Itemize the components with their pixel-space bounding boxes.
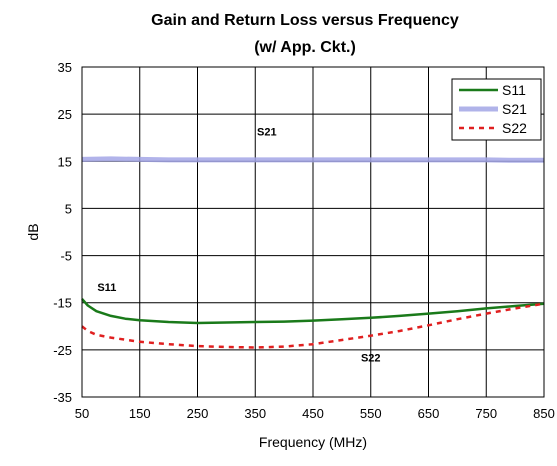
- y-tick-label: 35: [58, 60, 72, 75]
- y-tick-label: -5: [60, 249, 72, 264]
- legend-label-s11: S11: [502, 82, 526, 98]
- annotation-s22: S22: [361, 353, 381, 365]
- x-tick-label: 50: [75, 406, 89, 421]
- x-tick-label: 450: [302, 406, 324, 421]
- y-tick-label: -25: [53, 343, 72, 358]
- y-tick-label: 25: [58, 107, 72, 122]
- x-tick-label: 750: [475, 406, 497, 421]
- y-tick-label: 5: [65, 201, 72, 216]
- series-line-s22: [81, 302, 545, 349]
- legend-label-s22: S22: [502, 120, 527, 136]
- annotation-s21: S21: [257, 126, 277, 138]
- x-tick-label: 850: [533, 406, 555, 421]
- series-layer: [81, 156, 545, 349]
- x-tick-label: 250: [187, 406, 209, 421]
- x-axis-label: Frequency (MHz): [259, 434, 367, 450]
- x-tick-label: 650: [418, 406, 440, 421]
- chart-subtitle: (w/ App. Ckt.): [254, 39, 356, 56]
- x-tick-label: 350: [244, 406, 266, 421]
- annotation-s11: S11: [97, 282, 116, 294]
- legend-label-s21: S21: [502, 101, 527, 117]
- chart-title: Gain and Return Loss versus Frequency: [151, 12, 459, 29]
- annotations: S21 S11 S22: [97, 126, 380, 364]
- x-tick-label: 150: [129, 406, 151, 421]
- y-tick-label: -15: [53, 296, 72, 311]
- y-tick-label: 15: [58, 154, 72, 169]
- tick-labels: 50 150 250 350 450 550 650 750 850 35 25 15 5 -5 -15 -2…: [53, 60, 555, 421]
- legend: S11 S21 S22: [451, 78, 542, 141]
- series-line-s11: [81, 298, 545, 325]
- y-tick-label: -35: [53, 390, 72, 405]
- series-line-s21: [81, 156, 544, 163]
- plot-area: [81, 66, 545, 398]
- y-axis-label: dB: [25, 223, 41, 240]
- x-tick-label: 550: [360, 406, 382, 421]
